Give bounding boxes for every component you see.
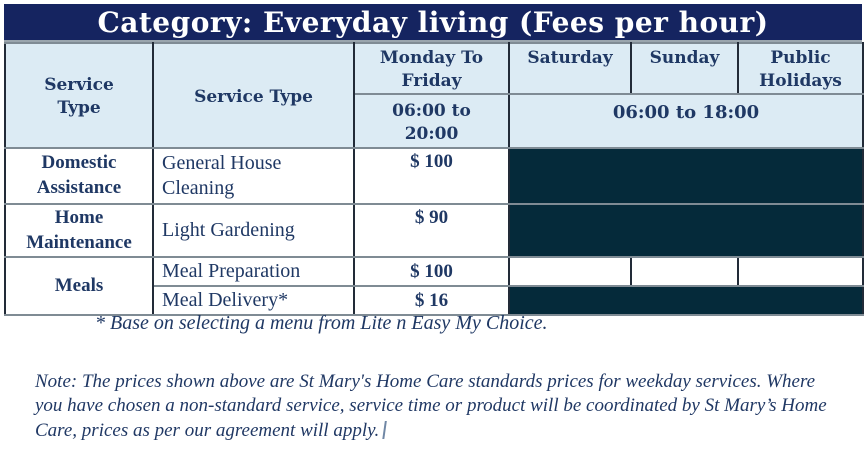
price-cell: $ 100 [353, 256, 510, 288]
category-banner: Category: Everyday living (Fees per hour… [4, 4, 862, 42]
table-row: Domestic Assistance General House Cleani… [4, 147, 864, 205]
header-service-type: Service Type [152, 42, 355, 149]
empty-cell [630, 256, 739, 288]
table-row: Meal Delivery* $ 16 [5, 285, 864, 317]
header-saturday: Saturday [508, 42, 632, 95]
service-cell: General House Cleaning [152, 147, 355, 205]
header-weekday-hours: 06:00 to 20:00 [353, 93, 510, 149]
header-sunday: Sunday [630, 42, 739, 95]
price-cell: $ 16 [353, 285, 510, 317]
empty-cell [737, 256, 864, 288]
table-row: Meals Meal Preparation $ 100 [4, 256, 864, 317]
header-service-type-group: Service Type [4, 42, 154, 149]
unavailable-cell [508, 285, 864, 317]
price-cell: $ 90 [353, 202, 510, 259]
unavailable-cell [508, 202, 864, 259]
category-cell: Home Maintenance [4, 202, 154, 259]
empty-cell [508, 256, 632, 288]
service-cell: Meal Delivery* [152, 285, 355, 317]
category-cell: Domestic Assistance [4, 147, 154, 205]
service-cell: Meal Preparation [152, 256, 355, 288]
category-title: Category: Everyday living (Fees per hour… [97, 5, 769, 39]
category-cell: Meals [4, 256, 154, 317]
pricing-note: Note: The prices shown above are St Mary… [35, 370, 830, 442]
note-text: Note: The prices shown above are St Mary… [35, 371, 827, 441]
meal-delivery-footnote: * Base on selecting a menu from Lite n E… [95, 312, 548, 335]
fees-table: Service Type Service Type Monday To Frid… [4, 42, 864, 317]
header-weekend-hours: 06:00 to 18:00 [508, 93, 864, 149]
header-monday-friday: Monday To Friday [353, 42, 510, 95]
table-row: Home Maintenance Light Gardening $ 90 [4, 202, 864, 259]
text-cursor [382, 420, 390, 439]
service-cell: Light Gardening [152, 202, 355, 259]
header-public-holidays: Public Holidays [737, 42, 864, 95]
footnote-text: * Base on selecting a menu from Lite n E… [95, 312, 548, 334]
unavailable-cell [508, 147, 864, 205]
price-cell: $ 100 [353, 147, 510, 205]
